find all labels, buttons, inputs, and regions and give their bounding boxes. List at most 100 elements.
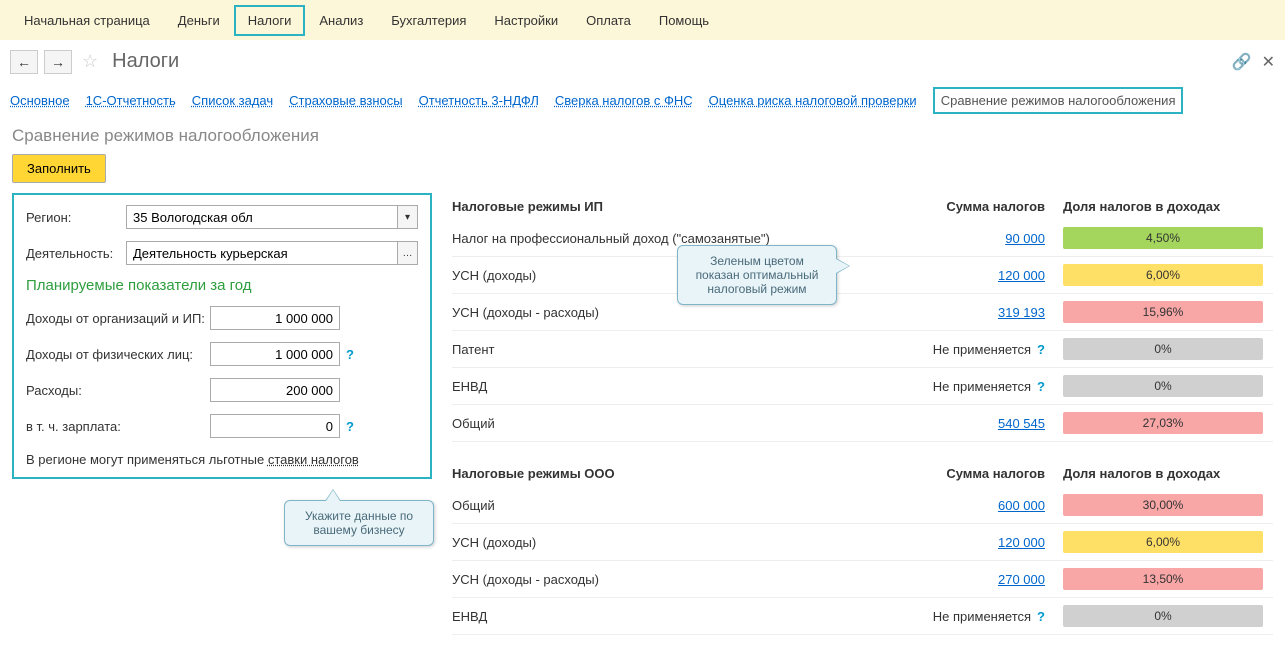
tax-sum-link[interactable]: 600 000 [998, 498, 1045, 513]
tax-sum-link[interactable]: 120 000 [998, 268, 1045, 283]
tax-regime-name: Общий [452, 498, 913, 513]
tax-share-cell: 6,00% [1063, 531, 1273, 553]
region-label: Регион: [26, 210, 126, 225]
callout-input-hint: Укажите данные по вашему бизнесу [284, 500, 434, 546]
tax-sum-link[interactable]: 120 000 [998, 535, 1045, 550]
menu-help[interactable]: Помощь [645, 5, 723, 36]
tax-share-cell: 27,03% [1063, 412, 1273, 434]
na-help-icon[interactable]: ? [1037, 609, 1045, 624]
subtab-main[interactable]: Основное [10, 93, 70, 108]
tax-row: Общий540 54527,03% [452, 405, 1273, 442]
tax-sum-cell: Не применяется? [913, 342, 1063, 357]
tax-regime-name: ЕНВД [452, 609, 913, 624]
na-help-icon[interactable]: ? [1037, 342, 1045, 357]
link-icon[interactable]: 🔗 [1232, 52, 1252, 72]
tax-sum-na: Не применяется [933, 379, 1031, 394]
tax-sum-cell: Не применяется? [913, 379, 1063, 394]
ooo-col-sum: Сумма налогов [913, 466, 1063, 481]
tax-sum-cell: 600 000 [913, 498, 1063, 513]
region-dropdown-button[interactable]: ▾ [398, 205, 418, 229]
tax-share-cell: 6,00% [1063, 264, 1273, 286]
results-panel: Зеленым цветом показан оптимальный налог… [452, 193, 1273, 635]
subtab-insurance[interactable]: Страховые взносы [289, 93, 402, 108]
nav-forward-button[interactable]: → [44, 50, 72, 74]
tax-sum-link[interactable]: 319 193 [998, 305, 1045, 320]
input-panel: Регион: ▾ Деятельность: … Планируемые по… [12, 193, 432, 479]
menu-settings[interactable]: Настройки [480, 5, 572, 36]
income-org-input[interactable] [210, 306, 340, 330]
tax-sum-cell: Не применяется? [913, 609, 1063, 624]
menu-taxes[interactable]: Налоги [234, 5, 306, 36]
tax-sum-cell: 540 545 [913, 416, 1063, 431]
tax-sum-na: Не применяется [933, 609, 1031, 624]
tax-table-ooo: Налоговые режимы ООО Сумма налогов Доля … [452, 460, 1273, 635]
tax-row: ПатентНе применяется?0% [452, 331, 1273, 368]
share-bar: 6,00% [1063, 264, 1263, 286]
tax-row: УСН (доходы - расходы)319 19315,96% [452, 294, 1273, 331]
callout-optimal-text: Зеленым цветом показан оптимальный налог… [696, 254, 819, 296]
tax-row: ЕНВДНе применяется?0% [452, 598, 1273, 635]
tax-rates-link[interactable]: ставки налогов [268, 452, 359, 467]
menu-analysis[interactable]: Анализ [305, 5, 377, 36]
top-menu: Начальная страница Деньги Налоги Анализ … [0, 0, 1285, 40]
tax-row: Общий 600 000 30,00% [452, 487, 1273, 524]
share-bar: 13,50% [1063, 568, 1263, 590]
subtab-1c[interactable]: 1С-Отчетность [86, 93, 176, 108]
tax-share-cell: 4,50% [1063, 227, 1273, 249]
tax-row: УСН (доходы - расходы) 270 000 13,50% [452, 561, 1273, 598]
activity-picker-button[interactable]: … [398, 241, 418, 265]
subtab-fns[interactable]: Сверка налогов с ФНС [555, 93, 693, 108]
subtab-3ndfl[interactable]: Отчетность 3-НДФЛ [419, 93, 539, 108]
tax-share-cell: 0% [1063, 375, 1273, 397]
tax-sum-link[interactable]: 540 545 [998, 416, 1045, 431]
share-bar: 0% [1063, 338, 1263, 360]
activity-label: Деятельность: [26, 246, 126, 261]
activity-input[interactable] [126, 241, 398, 265]
ip-col-sum: Сумма налогов [913, 199, 1063, 214]
menu-payment[interactable]: Оплата [572, 5, 645, 36]
toolbar: ← → ☆ Налоги 🔗 ✕ [0, 40, 1285, 83]
subtab-tasks[interactable]: Список задач [192, 93, 273, 108]
region-input[interactable] [126, 205, 398, 229]
salary-help-icon[interactable]: ? [346, 419, 354, 434]
tax-share-cell: 0% [1063, 338, 1273, 360]
subtab-compare[interactable]: Сравнение режимов налогообложения [933, 87, 1184, 114]
salary-input[interactable] [210, 414, 340, 438]
menu-accounting[interactable]: Бухгалтерия [377, 5, 480, 36]
tax-share-cell: 0% [1063, 605, 1273, 627]
tax-sum-cell: 270 000 [913, 572, 1063, 587]
page-title: Налоги [112, 50, 179, 73]
menu-home[interactable]: Начальная страница [10, 5, 164, 36]
share-bar: 27,03% [1063, 412, 1263, 434]
tax-row: УСН (доходы)120 0006,00% [452, 257, 1273, 294]
share-bar: 15,96% [1063, 301, 1263, 323]
income-phys-input[interactable] [210, 342, 340, 366]
share-bar: 0% [1063, 605, 1263, 627]
tax-share-cell: 13,50% [1063, 568, 1273, 590]
tax-sum-link[interactable]: 90 000 [1005, 231, 1045, 246]
share-bar: 6,00% [1063, 531, 1263, 553]
tax-sum-cell: 90 000 [913, 231, 1063, 246]
subtab-risk[interactable]: Оценка риска налоговой проверки [709, 93, 917, 108]
share-bar: 0% [1063, 375, 1263, 397]
fill-button[interactable]: Заполнить [12, 154, 106, 183]
close-icon[interactable]: ✕ [1262, 52, 1275, 72]
tax-sum-link[interactable]: 270 000 [998, 572, 1045, 587]
tax-table-ip: Налоговые режимы ИП Сумма налогов Доля н… [452, 193, 1273, 442]
tax-row: ЕНВДНе применяется?0% [452, 368, 1273, 405]
tax-regime-name: УСН (доходы - расходы) [452, 572, 913, 587]
na-help-icon[interactable]: ? [1037, 379, 1045, 394]
favorite-icon[interactable]: ☆ [82, 51, 98, 72]
nav-back-button[interactable]: ← [10, 50, 38, 74]
tax-regime-name: УСН (доходы) [452, 535, 913, 550]
ip-col-share: Доля налогов в доходах [1063, 199, 1273, 214]
income-phys-label: Доходы от физических лиц: [26, 347, 210, 362]
share-bar: 4,50% [1063, 227, 1263, 249]
expenses-input[interactable] [210, 378, 340, 402]
income-phys-help-icon[interactable]: ? [346, 347, 354, 362]
menu-money[interactable]: Деньги [164, 5, 234, 36]
planned-heading: Планируемые показатели за год [26, 277, 418, 294]
tax-regime-name: Налог на профессиональный доход ("самоза… [452, 231, 913, 246]
callout-input-text: Укажите данные по вашему бизнесу [305, 509, 413, 537]
share-bar: 30,00% [1063, 494, 1263, 516]
